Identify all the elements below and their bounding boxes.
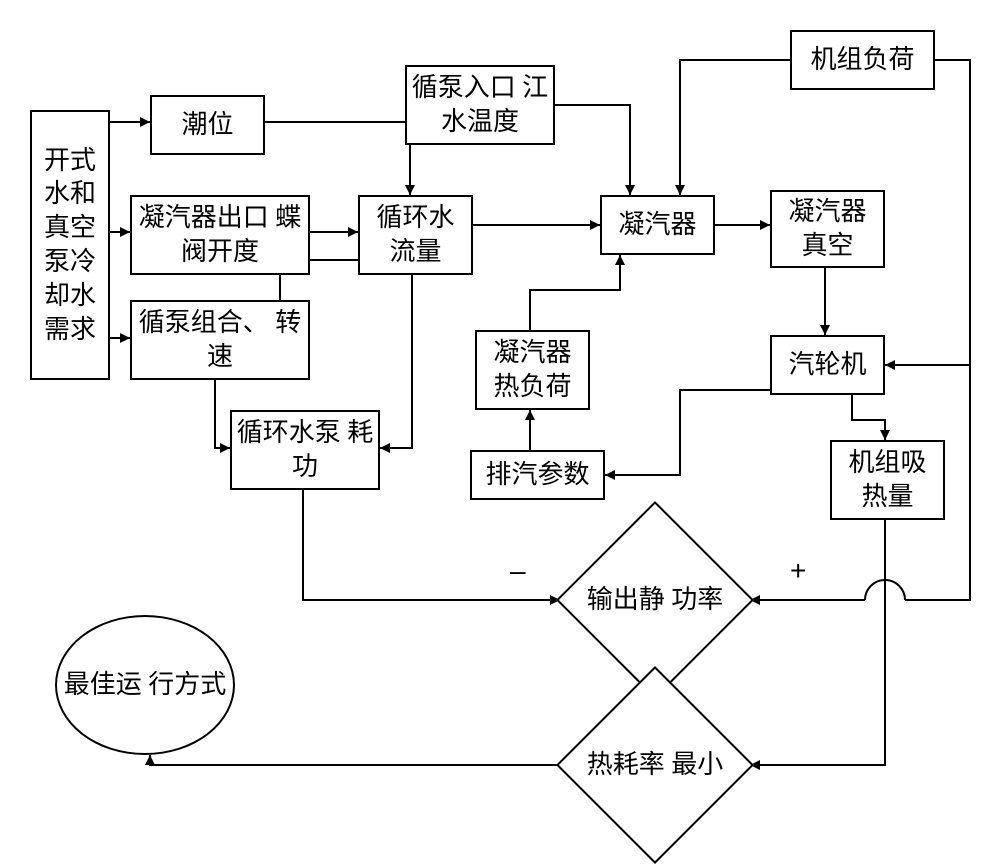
node-condenser: 凝汽器	[600, 195, 715, 255]
node-turbine: 汽轮机	[770, 335, 885, 395]
node-heat-absorption: 机组吸 热量	[830, 440, 945, 520]
node-cooling-demand: 开式 水和 真空 泵冷 却水 需求	[30, 110, 110, 380]
node-inlet-temperature: 循泵入口 江水温度	[405, 65, 555, 145]
node-exhaust-params: 排汽参数	[470, 450, 605, 500]
node-pump-combination: 循泵组合、 转速	[130, 300, 310, 380]
node-water-flow: 循环水 流量	[358, 195, 473, 275]
node-unit-load: 机组负荷	[790, 30, 935, 90]
node-pump-power: 循环水泵 耗功	[230, 410, 380, 490]
node-tide-level: 潮位	[150, 95, 265, 155]
minus-sign: –	[510, 555, 526, 587]
node-condenser-vacuum: 凝汽器 真空	[770, 190, 885, 268]
decision-heat-rate-shape	[556, 666, 754, 864]
plus-sign: +	[790, 555, 806, 587]
node-valve-opening: 凝汽器出口 蝶阀开度	[130, 195, 310, 275]
node-heat-load: 凝汽器 热负荷	[475, 330, 590, 410]
terminal-best-mode: 最佳运 行方式	[55, 615, 235, 755]
